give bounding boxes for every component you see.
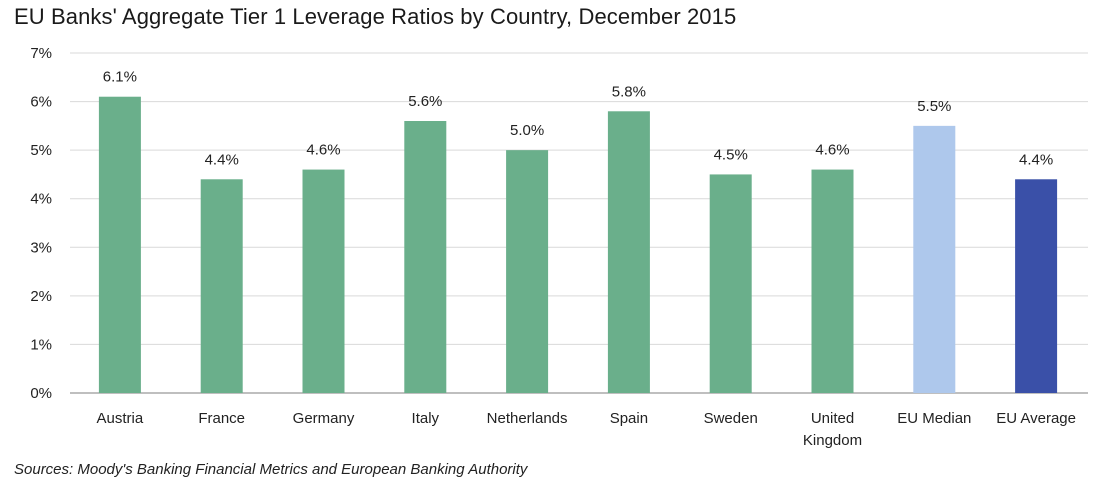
data-label: 4.4% (1019, 151, 1053, 168)
y-tick-label: 1% (30, 336, 52, 353)
data-labels: 6.1% 4.4% 4.6% 5.6% 5.0% 5.8% 4.5% 4.6% 5.5% 4.4% (103, 69, 1053, 169)
bar (811, 169, 854, 393)
category-label: Kingdom (803, 432, 862, 449)
data-label: 4.5% (714, 146, 748, 163)
bar (913, 125, 956, 393)
category-label: Sweden (704, 410, 758, 427)
data-label: 4.6% (306, 142, 340, 159)
chart-source: Sources: Moody's Banking Financial Metri… (14, 461, 528, 478)
bar (1015, 179, 1058, 393)
x-axis-categories: Austria France Germany Italy Netherlands Spai… (97, 410, 1076, 449)
category-label: Spain (610, 410, 648, 427)
y-tick-label: 4% (30, 191, 52, 208)
bar (404, 121, 447, 393)
y-tick-label: 3% (30, 239, 52, 256)
bar (709, 174, 752, 393)
data-label: 4.4% (205, 151, 239, 168)
bars (98, 96, 1058, 394)
category-label: EU Average (996, 410, 1076, 427)
data-label: 4.6% (815, 142, 849, 159)
category-label: Italy (412, 410, 440, 427)
y-axis-ticks: 0% 1% 2% 3% 4% 5% 6% 7% (30, 45, 52, 402)
y-tick-label: 2% (30, 288, 52, 305)
category-label: United (811, 410, 854, 427)
category-label: Austria (97, 410, 144, 427)
y-tick-label: 0% (30, 385, 52, 402)
y-tick-label: 7% (30, 45, 52, 62)
bar (200, 179, 243, 393)
chart-title: EU Banks' Aggregate Tier 1 Leverage Rati… (14, 4, 737, 29)
category-label: EU Median (897, 410, 971, 427)
y-tick-label: 6% (30, 94, 52, 111)
data-label: 5.0% (510, 122, 544, 139)
data-label: 6.1% (103, 69, 137, 86)
bar (98, 96, 141, 393)
category-label: France (198, 410, 245, 427)
y-tick-label: 5% (30, 142, 52, 159)
category-label: Netherlands (487, 410, 568, 427)
data-label: 5.5% (917, 98, 951, 115)
bar (607, 111, 650, 394)
data-label: 5.8% (612, 83, 646, 100)
data-label: 5.6% (408, 93, 442, 110)
bar (302, 169, 345, 393)
bar (506, 150, 549, 393)
category-label: Germany (293, 410, 355, 427)
